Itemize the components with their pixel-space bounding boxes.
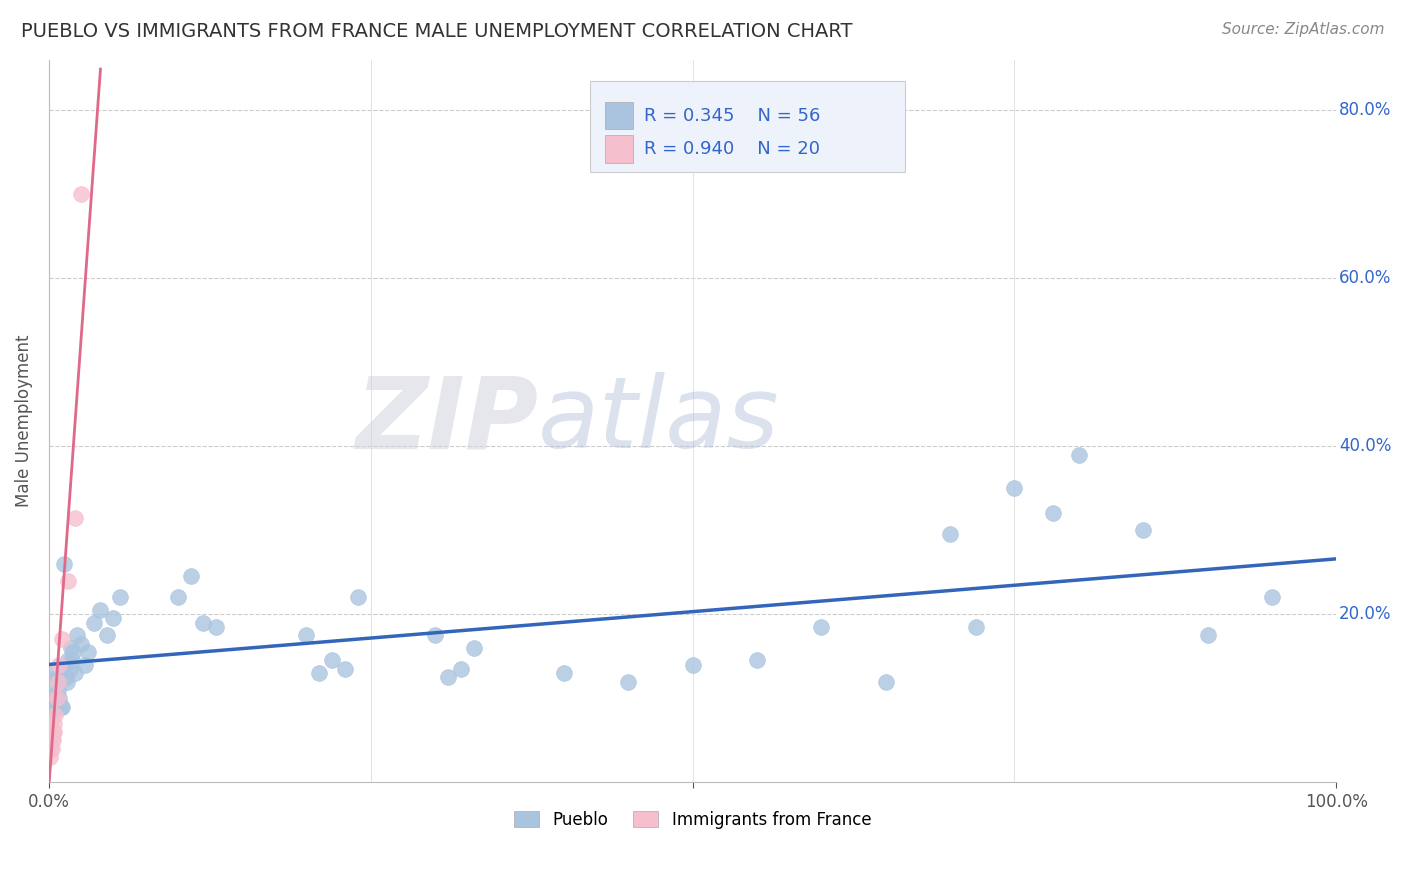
Y-axis label: Male Unemployment: Male Unemployment bbox=[15, 334, 32, 508]
Point bbox=[48, 657, 70, 672]
Point bbox=[49, 699, 72, 714]
Point bbox=[1261, 591, 1284, 605]
FancyBboxPatch shape bbox=[589, 81, 905, 171]
Point bbox=[308, 666, 330, 681]
Point bbox=[44, 699, 66, 714]
Point bbox=[46, 674, 69, 689]
Legend: Pueblo, Immigrants from France: Pueblo, Immigrants from France bbox=[508, 804, 877, 836]
Text: 60.0%: 60.0% bbox=[1339, 269, 1392, 287]
Point bbox=[45, 691, 67, 706]
Text: R = 0.345    N = 56: R = 0.345 N = 56 bbox=[644, 107, 820, 125]
Text: ZIP: ZIP bbox=[356, 373, 538, 469]
Text: 40.0%: 40.0% bbox=[1339, 437, 1392, 455]
Point bbox=[62, 645, 84, 659]
Point bbox=[41, 674, 63, 689]
Point bbox=[66, 628, 89, 642]
Point bbox=[45, 670, 67, 684]
Point bbox=[63, 510, 86, 524]
Point bbox=[52, 662, 75, 676]
Point bbox=[39, 741, 62, 756]
Point bbox=[42, 716, 65, 731]
Point bbox=[745, 653, 768, 667]
Point bbox=[41, 741, 63, 756]
Text: 20.0%: 20.0% bbox=[1339, 606, 1392, 624]
Point bbox=[41, 725, 63, 739]
Point bbox=[55, 670, 77, 684]
Point bbox=[39, 716, 62, 731]
Text: Source: ZipAtlas.com: Source: ZipAtlas.com bbox=[1222, 22, 1385, 37]
Point bbox=[70, 637, 93, 651]
Point bbox=[42, 725, 65, 739]
Point bbox=[553, 666, 575, 681]
Text: atlas: atlas bbox=[538, 373, 780, 469]
Point bbox=[347, 591, 370, 605]
Point bbox=[108, 591, 131, 605]
Point bbox=[44, 708, 66, 723]
Text: 80.0%: 80.0% bbox=[1339, 101, 1392, 119]
Point bbox=[321, 653, 343, 667]
Point bbox=[166, 591, 188, 605]
Point bbox=[333, 662, 356, 676]
Point bbox=[193, 615, 215, 630]
Point bbox=[39, 733, 62, 747]
Text: R = 0.940    N = 20: R = 0.940 N = 20 bbox=[644, 140, 820, 158]
Point bbox=[425, 628, 447, 642]
Point bbox=[53, 557, 76, 571]
Point bbox=[39, 750, 62, 764]
Point bbox=[51, 699, 73, 714]
Point bbox=[59, 640, 82, 655]
Point bbox=[58, 653, 80, 667]
Point bbox=[965, 620, 987, 634]
Point bbox=[939, 527, 962, 541]
Point bbox=[617, 674, 640, 689]
Point bbox=[1004, 481, 1026, 495]
Point bbox=[39, 725, 62, 739]
Point bbox=[41, 733, 63, 747]
Point bbox=[39, 666, 62, 681]
Point bbox=[42, 691, 65, 706]
Point bbox=[48, 691, 70, 706]
Point bbox=[103, 611, 125, 625]
Point bbox=[810, 620, 832, 634]
Point bbox=[180, 569, 202, 583]
Point bbox=[83, 615, 105, 630]
Point bbox=[89, 603, 111, 617]
Point bbox=[58, 574, 80, 588]
Point bbox=[76, 645, 98, 659]
Point bbox=[463, 640, 485, 655]
Point bbox=[73, 657, 96, 672]
Point bbox=[205, 620, 228, 634]
FancyBboxPatch shape bbox=[605, 102, 634, 129]
Point bbox=[70, 187, 93, 202]
Point bbox=[1067, 448, 1090, 462]
Point bbox=[60, 653, 83, 667]
Point bbox=[46, 682, 69, 697]
Point bbox=[42, 725, 65, 739]
Point bbox=[682, 657, 704, 672]
Point bbox=[42, 704, 65, 718]
Text: PUEBLO VS IMMIGRANTS FROM FRANCE MALE UNEMPLOYMENT CORRELATION CHART: PUEBLO VS IMMIGRANTS FROM FRANCE MALE UN… bbox=[21, 22, 852, 41]
Point bbox=[42, 733, 65, 747]
Point bbox=[437, 670, 460, 684]
Point bbox=[58, 662, 80, 676]
Point bbox=[1042, 507, 1064, 521]
FancyBboxPatch shape bbox=[605, 136, 634, 162]
Point bbox=[1197, 628, 1219, 642]
Point bbox=[96, 628, 118, 642]
Point bbox=[56, 674, 79, 689]
Point bbox=[1132, 523, 1154, 537]
Point bbox=[295, 628, 318, 642]
Point bbox=[63, 666, 86, 681]
Point bbox=[450, 662, 472, 676]
Point bbox=[875, 674, 897, 689]
Point bbox=[51, 632, 73, 647]
